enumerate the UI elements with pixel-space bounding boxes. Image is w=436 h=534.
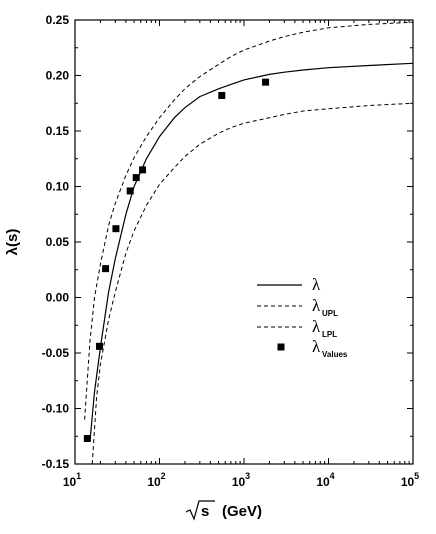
y-tick-label: -0.05 xyxy=(42,346,70,360)
x-tick-exponent: 1 xyxy=(76,471,81,481)
x-axis-label-unit: (GeV) xyxy=(222,503,262,520)
legend-sub-values: Values xyxy=(322,350,348,359)
legend-entry-upl: λ UPL xyxy=(257,296,338,318)
sqrt-symbol xyxy=(185,500,215,521)
x-tick-label: 104 xyxy=(316,471,334,489)
upl-curve xyxy=(84,21,414,420)
plot-area xyxy=(83,21,414,465)
data-point xyxy=(218,91,226,99)
legend-sub-upl: UPL xyxy=(322,309,338,318)
x-tick-exponent: 2 xyxy=(161,471,166,481)
y-tick-label: -0.15 xyxy=(42,457,70,471)
data-point xyxy=(102,265,110,273)
y-axis: -0.15 -0.10 -0.05 0.00 0.05 0.10 0.15 0.20 0.25 xyxy=(42,13,413,471)
lambda-curve xyxy=(89,62,414,442)
x-tick-base: 10 xyxy=(232,475,246,489)
x-tick-exponent: 5 xyxy=(414,471,419,481)
data-point xyxy=(262,78,270,86)
x-tick-base: 10 xyxy=(316,475,330,489)
legend-entry-lambda: λ xyxy=(257,275,321,294)
data-point xyxy=(83,434,91,442)
y-tick-label: 0.25 xyxy=(46,13,70,27)
x-tick-base: 10 xyxy=(63,475,77,489)
legend-entry-lpl: λ LPL xyxy=(257,317,337,339)
y-axis-label: λ(s) xyxy=(4,229,21,256)
legend: λ λ UPL λ LPL λ Values xyxy=(257,275,348,359)
x-axis-label: s (GeV) xyxy=(185,500,262,521)
x-tick-label: 102 xyxy=(147,471,165,489)
legend-symbol-lpl: λ xyxy=(312,317,321,336)
x-tick-exponent: 3 xyxy=(245,471,250,481)
y-tick-label: 0.10 xyxy=(46,180,70,194)
plot-border xyxy=(74,19,414,465)
legend-symbol-upl: λ xyxy=(312,296,321,315)
values-points xyxy=(83,78,270,442)
x-axis: 101 102 103 104 105 xyxy=(63,20,419,489)
data-point xyxy=(96,342,104,350)
data-point xyxy=(139,166,147,174)
y-tick-label: 0.15 xyxy=(46,124,70,138)
legend-sub-lpl: LPL xyxy=(322,330,337,339)
legend-symbol-lambda: λ xyxy=(312,275,321,294)
legend-entry-values: λ Values xyxy=(277,337,348,359)
y-tick-label: 0.05 xyxy=(46,235,70,249)
x-tick-base: 10 xyxy=(147,475,161,489)
lpl-curve xyxy=(91,102,414,465)
y-tick-label: 0.00 xyxy=(46,291,70,305)
x-tick-base: 10 xyxy=(401,475,415,489)
x-tick-label: 105 xyxy=(401,471,419,489)
legend-marker-values xyxy=(277,343,285,351)
data-point xyxy=(132,174,140,182)
x-tick-exponent: 4 xyxy=(330,471,335,481)
data-point xyxy=(112,225,120,233)
x-tick-label: 101 xyxy=(63,471,81,489)
legend-symbol-values: λ xyxy=(312,337,321,356)
plot-frame xyxy=(74,19,414,465)
data-point xyxy=(126,187,134,195)
x-tick-label: 103 xyxy=(232,471,250,489)
y-tick-label: 0.20 xyxy=(46,69,70,83)
y-tick-label: -0.10 xyxy=(42,402,70,416)
x-axis-label-root: s xyxy=(201,503,209,520)
